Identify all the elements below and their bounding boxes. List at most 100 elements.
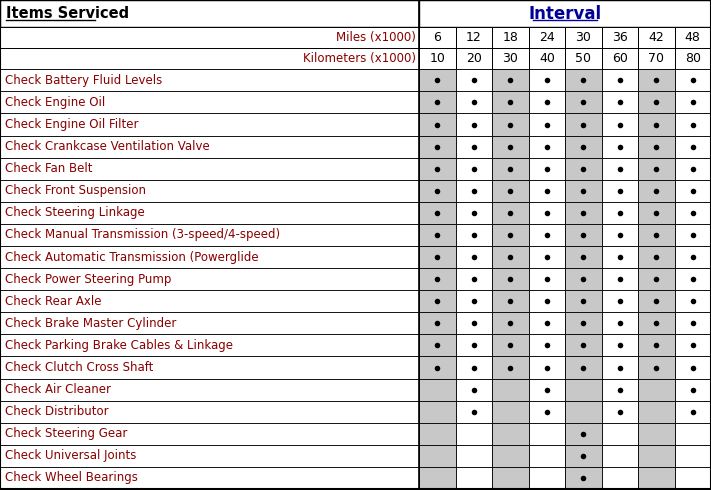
Bar — [602, 202, 638, 224]
Bar — [528, 467, 565, 489]
Bar — [492, 379, 528, 401]
Bar — [492, 356, 528, 379]
Bar — [492, 136, 528, 158]
Bar — [492, 290, 528, 312]
Bar — [565, 312, 602, 334]
Bar — [456, 91, 492, 114]
Text: Check Steering Linkage: Check Steering Linkage — [5, 206, 145, 220]
Text: Check Fan Belt: Check Fan Belt — [5, 162, 92, 175]
Bar — [419, 379, 456, 401]
Bar — [528, 334, 565, 356]
Bar — [419, 224, 456, 246]
Bar — [528, 246, 565, 268]
Bar — [528, 136, 565, 158]
Bar — [456, 180, 492, 202]
Bar — [528, 423, 565, 445]
Bar — [565, 27, 602, 48]
Bar — [456, 356, 492, 379]
Bar — [419, 136, 456, 158]
Text: Items Serviced: Items Serviced — [6, 6, 129, 21]
Text: Check Automatic Transmission (Powerglide: Check Automatic Transmission (Powerglide — [5, 250, 259, 264]
Bar — [675, 136, 711, 158]
Bar — [565, 158, 602, 180]
Bar — [675, 202, 711, 224]
Text: Check Rear Axle: Check Rear Axle — [5, 294, 102, 308]
Bar — [456, 158, 492, 180]
Bar — [675, 423, 711, 445]
Bar — [528, 114, 565, 136]
Bar — [492, 445, 528, 467]
Text: Check Manual Transmission (3-speed/4-speed): Check Manual Transmission (3-speed/4-spe… — [5, 228, 280, 242]
Bar — [565, 69, 602, 91]
Text: Check Parking Brake Cables & Linkage: Check Parking Brake Cables & Linkage — [5, 339, 233, 352]
Bar — [528, 356, 565, 379]
Bar — [638, 312, 675, 334]
Bar — [602, 445, 638, 467]
Bar — [0, 334, 419, 356]
Bar — [675, 91, 711, 114]
Bar — [638, 114, 675, 136]
Bar — [0, 224, 419, 246]
Bar — [602, 356, 638, 379]
Bar — [456, 224, 492, 246]
Bar — [602, 224, 638, 246]
Bar — [638, 334, 675, 356]
Bar — [528, 268, 565, 290]
Bar — [419, 356, 456, 379]
Bar — [419, 0, 711, 27]
Bar — [419, 290, 456, 312]
Bar — [492, 48, 528, 69]
Bar — [419, 246, 456, 268]
Bar — [675, 268, 711, 290]
Text: 36: 36 — [612, 31, 628, 44]
Bar — [565, 202, 602, 224]
Bar — [565, 356, 602, 379]
Bar — [456, 27, 492, 48]
Bar — [602, 114, 638, 136]
Text: Check Power Steering Pump: Check Power Steering Pump — [5, 272, 171, 286]
Bar — [602, 69, 638, 91]
Text: 48: 48 — [685, 31, 701, 44]
Bar — [492, 423, 528, 445]
Bar — [0, 401, 419, 423]
Bar — [675, 114, 711, 136]
Text: 30: 30 — [503, 52, 518, 65]
Bar — [565, 180, 602, 202]
Bar — [419, 334, 456, 356]
Text: 30: 30 — [575, 31, 592, 44]
Bar — [456, 401, 492, 423]
Bar — [492, 467, 528, 489]
Bar — [492, 69, 528, 91]
Bar — [528, 180, 565, 202]
Bar — [638, 423, 675, 445]
Bar — [0, 27, 419, 48]
Bar — [675, 224, 711, 246]
Bar — [419, 69, 456, 91]
Bar — [456, 202, 492, 224]
Bar — [675, 246, 711, 268]
Bar — [602, 136, 638, 158]
Bar — [602, 379, 638, 401]
Text: Check Clutch Cross Shaft: Check Clutch Cross Shaft — [5, 361, 154, 374]
Bar — [492, 114, 528, 136]
Bar — [419, 268, 456, 290]
Bar — [675, 312, 711, 334]
Bar — [419, 202, 456, 224]
Bar — [419, 467, 456, 489]
Text: 20: 20 — [466, 52, 482, 65]
Bar — [675, 356, 711, 379]
Bar — [492, 334, 528, 356]
Text: 18: 18 — [503, 31, 518, 44]
Bar — [492, 401, 528, 423]
Bar — [565, 91, 602, 114]
Bar — [456, 136, 492, 158]
Text: Check Air Cleaner: Check Air Cleaner — [5, 383, 111, 396]
Bar — [0, 312, 419, 334]
Bar — [0, 48, 419, 69]
Bar — [528, 312, 565, 334]
Bar — [602, 48, 638, 69]
Bar — [638, 69, 675, 91]
Text: Check Battery Fluid Levels: Check Battery Fluid Levels — [5, 74, 162, 87]
Bar — [602, 268, 638, 290]
Bar — [528, 69, 565, 91]
